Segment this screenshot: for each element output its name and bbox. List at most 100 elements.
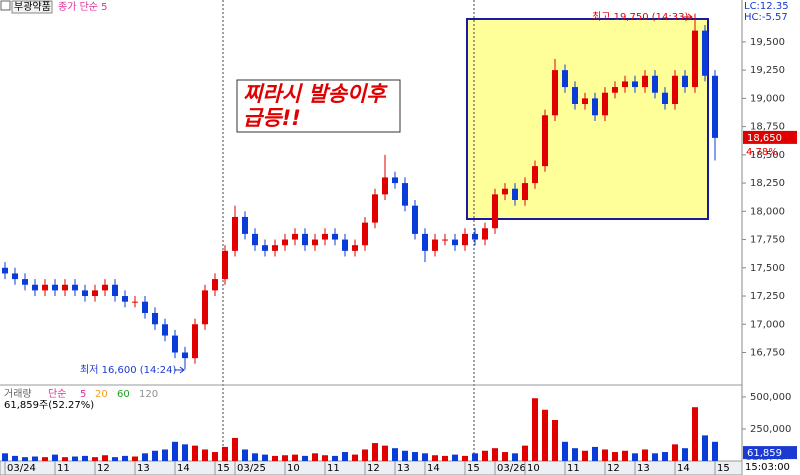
volume-title: 거래량 bbox=[4, 388, 32, 400]
candle-body bbox=[602, 92, 608, 116]
candle-body bbox=[572, 87, 578, 105]
y-tick-label: 19,000 bbox=[750, 93, 785, 104]
volume-bar bbox=[422, 453, 428, 461]
arrow bbox=[682, 13, 693, 21]
volume-ma-period: 20 bbox=[95, 389, 108, 400]
volume-bar bbox=[292, 454, 298, 461]
candle-body bbox=[552, 70, 558, 116]
candle-body bbox=[12, 273, 18, 280]
candle-body bbox=[702, 30, 708, 76]
candle-body bbox=[222, 250, 228, 280]
candle-body bbox=[322, 233, 328, 240]
volume-bar bbox=[612, 452, 618, 461]
volume-bar bbox=[352, 454, 358, 461]
candle-body bbox=[102, 284, 108, 291]
x-tick-label: 15 bbox=[217, 463, 230, 474]
volume-bar bbox=[542, 409, 548, 461]
volume-bar bbox=[432, 455, 438, 461]
candle-body bbox=[122, 296, 128, 302]
x-tick-label: 10 bbox=[287, 463, 300, 474]
y-tick-label: 19,250 bbox=[750, 65, 785, 76]
x-tick-label: 11 bbox=[567, 463, 580, 474]
volume-bar bbox=[302, 455, 308, 461]
candle-body bbox=[492, 194, 498, 229]
y-tick-label: 17,000 bbox=[750, 319, 785, 330]
candle-body bbox=[32, 284, 38, 291]
candle-body bbox=[632, 81, 638, 88]
candle-body bbox=[392, 177, 398, 184]
candle-body bbox=[692, 30, 698, 88]
volume-bar bbox=[402, 450, 408, 461]
candle-body bbox=[442, 239, 448, 241]
y-tick-label: 17,750 bbox=[750, 235, 785, 246]
volume-bar bbox=[632, 453, 638, 461]
volume-bar bbox=[672, 444, 678, 461]
icon bbox=[0, 0, 11, 11]
volume-bar bbox=[622, 450, 628, 461]
candle-body bbox=[152, 312, 158, 325]
candle-body bbox=[242, 216, 248, 234]
candle-body bbox=[612, 87, 618, 93]
candle-body bbox=[212, 279, 218, 291]
volume-bar bbox=[372, 443, 378, 461]
volume-bar bbox=[472, 453, 478, 461]
volume-bar bbox=[662, 452, 668, 461]
candle-body bbox=[72, 284, 78, 291]
low-note: 최저 16,600 (14:24) bbox=[80, 364, 176, 376]
candle-body bbox=[82, 290, 88, 297]
callout-text: 급등!! bbox=[243, 106, 301, 130]
candle-body bbox=[662, 92, 668, 105]
volume-bar bbox=[462, 455, 468, 461]
candle-body bbox=[192, 324, 198, 359]
candle-body bbox=[542, 115, 548, 167]
candle-body bbox=[682, 75, 688, 88]
y-tick-label: 250,000 bbox=[750, 424, 791, 435]
volume-bar bbox=[512, 453, 518, 461]
x-tick-label: 10 bbox=[527, 463, 540, 474]
volume-bar bbox=[242, 449, 248, 461]
candle-body bbox=[362, 222, 368, 246]
candle-body bbox=[292, 233, 298, 240]
x-tick-label: 15 bbox=[717, 463, 730, 474]
volume-bar bbox=[142, 453, 148, 461]
candle-body bbox=[312, 239, 318, 246]
callout-box bbox=[236, 79, 401, 133]
volume-ma-period: 5 bbox=[80, 389, 86, 400]
volume-bar bbox=[22, 457, 28, 461]
candle-body bbox=[142, 301, 148, 313]
volume-bar bbox=[502, 452, 508, 461]
volume-bar bbox=[262, 454, 268, 461]
x-tick-label: 14 bbox=[177, 463, 190, 474]
y-tick-label: 16,750 bbox=[750, 348, 785, 359]
candle-body bbox=[512, 188, 518, 201]
candle-body bbox=[252, 233, 258, 246]
last-price-label: 18,650 bbox=[747, 133, 782, 144]
arrow bbox=[174, 366, 185, 374]
volume-bar bbox=[452, 454, 458, 461]
y-tick-label: 17,250 bbox=[750, 291, 785, 302]
volume-bar bbox=[92, 457, 98, 461]
volume-bar bbox=[282, 455, 288, 461]
candle-body bbox=[712, 75, 718, 138]
volume-bar bbox=[382, 445, 388, 461]
volume-bar bbox=[232, 437, 238, 461]
volume-bar bbox=[692, 407, 698, 461]
candle-body bbox=[472, 233, 478, 240]
candle-body bbox=[482, 228, 488, 240]
volume-bar bbox=[322, 455, 328, 461]
volume-ma-period: 120 bbox=[139, 389, 158, 400]
change: 4.78% bbox=[746, 147, 778, 158]
volume-bar bbox=[172, 441, 178, 461]
candle-body bbox=[562, 70, 568, 88]
candle-body bbox=[282, 239, 288, 246]
candle-body bbox=[532, 166, 538, 184]
candle-body bbox=[302, 233, 308, 246]
volume-bar bbox=[252, 453, 258, 461]
candle-body bbox=[332, 233, 338, 240]
candle-body bbox=[582, 98, 588, 105]
x-tick-label: 11 bbox=[327, 463, 340, 474]
candle-body bbox=[52, 284, 58, 291]
candle-body bbox=[202, 290, 208, 325]
candle-body bbox=[132, 301, 138, 303]
lc-label: LC:12.35 bbox=[744, 1, 789, 12]
